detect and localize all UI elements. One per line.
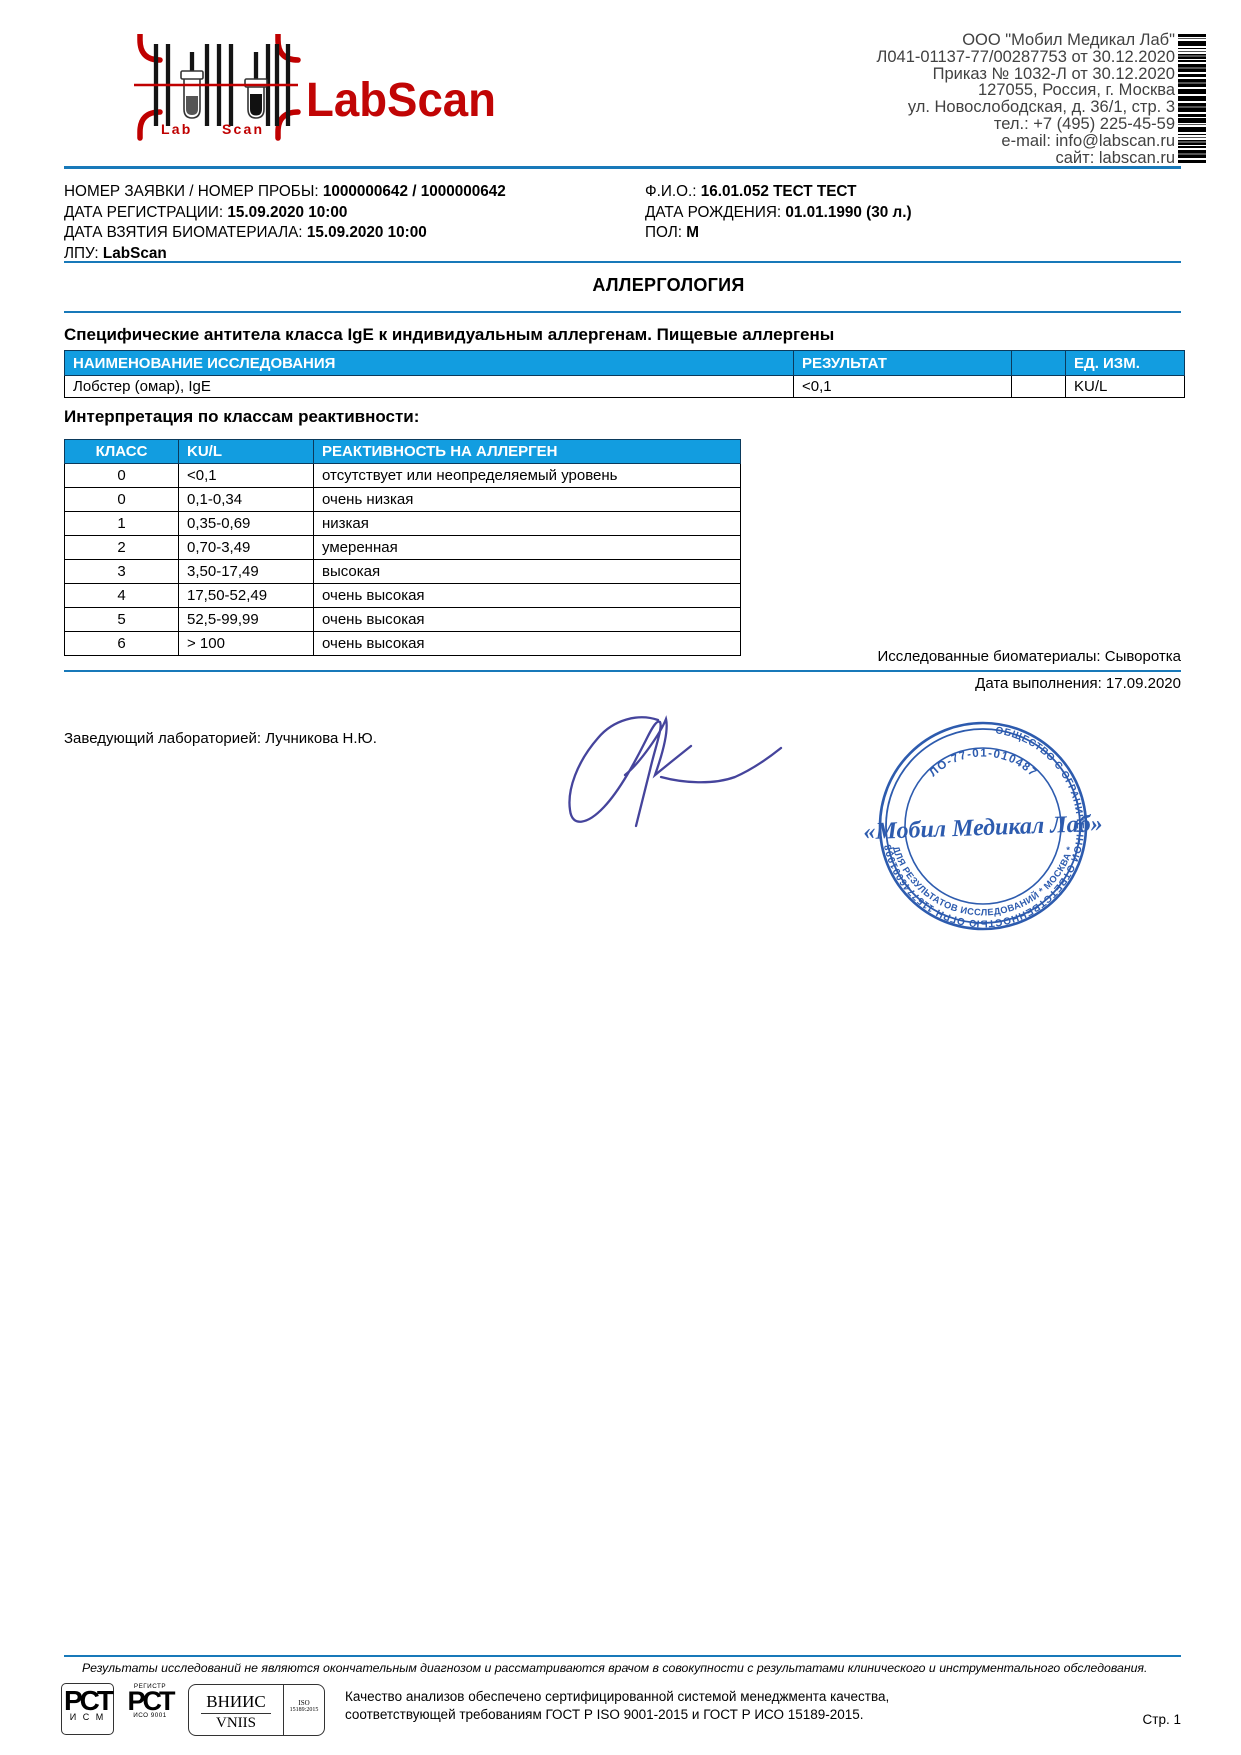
svg-text:«Мобил Медикал Лаб»: «Мобил Медикал Лаб» <box>863 811 1103 845</box>
svg-text:LabScan: LabScan <box>306 74 496 127</box>
svg-text:Lab: Lab <box>161 121 193 137</box>
svg-text:Scan: Scan <box>222 121 264 137</box>
svg-text:ЛО-77-01-010487: ЛО-77-01-010487 <box>927 747 1039 779</box>
